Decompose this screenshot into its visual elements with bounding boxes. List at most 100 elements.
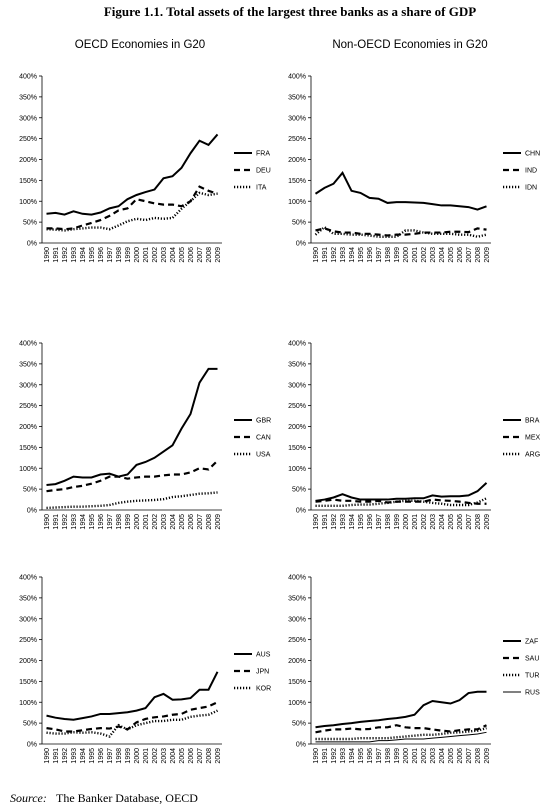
x-tick-label: 1993: [340, 514, 347, 530]
x-tick-label: 2001: [143, 514, 150, 530]
x-tick-label: 2003: [161, 247, 168, 263]
x-tick-label: 2009: [484, 748, 491, 764]
x-tick-label: 1993: [71, 748, 78, 764]
y-tick-label: 50%: [23, 487, 37, 494]
x-tick-label: 1993: [340, 247, 347, 263]
source-label: Source:: [10, 791, 47, 805]
x-tick-label: 2002: [152, 748, 159, 764]
x-tick-label: 2008: [475, 514, 482, 530]
y-tick-label: 200%: [19, 658, 37, 665]
x-tick-label: 1997: [376, 247, 383, 263]
legend-label: BRA: [525, 418, 540, 425]
y-tick-label: 300%: [19, 616, 37, 623]
x-tick-label: 2008: [475, 748, 482, 764]
x-tick-label: 2003: [161, 748, 168, 764]
y-tick-label: 350%: [19, 361, 37, 368]
x-tick-label: 2004: [170, 514, 177, 530]
legend-label: DEU: [256, 168, 271, 175]
x-tick-label: 1998: [116, 247, 123, 263]
y-tick-label: 350%: [19, 595, 37, 602]
y-tick-label: 100%: [288, 466, 306, 473]
x-tick-label: 2000: [403, 247, 410, 263]
y-tick-label: 200%: [288, 658, 306, 665]
x-tick-label: 2009: [484, 247, 491, 263]
y-tick-label: 50%: [23, 721, 37, 728]
x-tick-label: 1998: [116, 514, 123, 530]
y-tick-label: 400%: [288, 74, 306, 81]
legend-label: AUS: [256, 652, 271, 659]
x-tick-label: 1992: [331, 748, 338, 764]
x-tick-label: 1994: [80, 748, 87, 764]
x-tick-label: 1997: [376, 748, 383, 764]
y-tick-label: 150%: [288, 178, 306, 185]
x-tick-label: 1992: [62, 247, 69, 263]
x-tick-label: 1999: [125, 514, 132, 530]
legend-label: RUS: [525, 690, 540, 697]
y-tick-label: 350%: [288, 595, 306, 602]
x-tick-label: 1990: [313, 748, 320, 764]
x-tick-label: 1993: [71, 514, 78, 530]
x-tick-label: 1996: [98, 748, 105, 764]
x-tick-label: 2002: [152, 247, 159, 263]
legend-label: IND: [525, 168, 537, 175]
x-tick-label: 2005: [179, 514, 186, 530]
data-line: [315, 482, 488, 502]
data-line: [46, 133, 219, 216]
x-tick-label: 1999: [394, 748, 401, 764]
x-tick-label: 1999: [394, 247, 401, 263]
data-line: [46, 459, 219, 493]
x-tick-label: 1999: [125, 748, 132, 764]
data-line: [315, 498, 487, 505]
x-tick-label: 2007: [466, 748, 473, 764]
data-line: [314, 171, 487, 211]
legend-label: ZAF: [525, 639, 538, 646]
data-line: [46, 671, 219, 721]
x-tick-label: 2004: [170, 748, 177, 764]
x-tick-label: 1998: [116, 748, 123, 764]
x-tick-label: 2003: [430, 748, 437, 764]
x-tick-label: 2005: [179, 748, 186, 764]
y-tick-label: 400%: [19, 341, 37, 348]
data-line: [315, 731, 487, 743]
y-tick-label: 400%: [19, 575, 37, 582]
legend-label: CAN: [256, 435, 271, 442]
y-tick-label: 300%: [19, 382, 37, 389]
x-tick-label: 1998: [385, 514, 392, 530]
legend-label: MEX: [525, 435, 541, 442]
y-tick-label: 400%: [288, 341, 306, 348]
x-tick-label: 1990: [44, 247, 51, 263]
x-tick-label: 1996: [367, 514, 374, 530]
y-tick-label: 200%: [19, 157, 37, 164]
x-tick-label: 1999: [394, 514, 401, 530]
x-tick-label: 1999: [125, 247, 132, 263]
x-tick-label: 2005: [448, 247, 455, 263]
x-tick-label: 1997: [107, 247, 114, 263]
y-tick-label: 350%: [19, 94, 37, 101]
x-tick-label: 2007: [466, 514, 473, 530]
y-tick-label: 400%: [19, 74, 37, 81]
x-tick-label: 2007: [466, 247, 473, 263]
x-tick-label: 1990: [313, 247, 320, 263]
x-tick-label: 2002: [421, 514, 428, 530]
x-tick-label: 2006: [457, 514, 464, 530]
y-tick-label: 250%: [288, 136, 306, 143]
y-tick-label: 200%: [19, 424, 37, 431]
x-tick-label: 2003: [430, 514, 437, 530]
x-tick-label: 1994: [349, 514, 356, 530]
x-tick-label: 1990: [44, 748, 51, 764]
x-tick-label: 2006: [188, 748, 195, 764]
x-tick-label: 2005: [448, 748, 455, 764]
x-tick-label: 2000: [134, 748, 141, 764]
x-tick-label: 1995: [89, 514, 96, 530]
x-tick-label: 1993: [340, 748, 347, 764]
x-tick-label: 2001: [412, 514, 419, 530]
y-tick-label: 0%: [27, 508, 37, 515]
legend-label: ARG: [525, 452, 540, 459]
x-tick-label: 1998: [385, 247, 392, 263]
x-tick-label: 1996: [367, 748, 374, 764]
x-tick-label: 1997: [107, 514, 114, 530]
x-tick-label: 2004: [170, 247, 177, 263]
y-tick-label: 100%: [19, 700, 37, 707]
x-tick-label: 2006: [188, 247, 195, 263]
